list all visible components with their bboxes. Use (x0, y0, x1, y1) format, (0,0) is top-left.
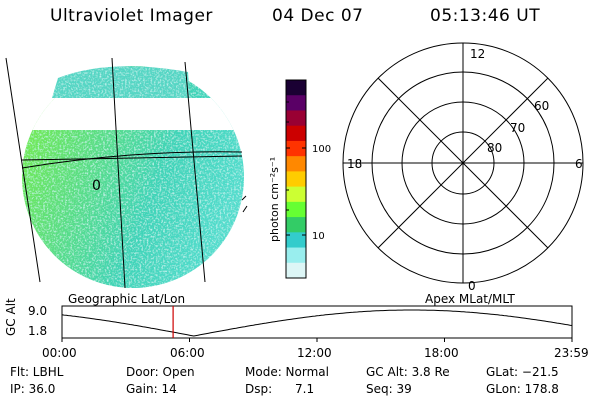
colorbar-tick-100: 100 (312, 144, 331, 155)
orbit-ylabel: GC Alt (4, 298, 18, 336)
colorbar-swatch (286, 95, 306, 111)
orbit-altitude-curve (61, 309, 573, 337)
colorbar-swatch (286, 171, 306, 188)
colorbar-tick-10: 10 (312, 231, 325, 242)
orbit-ytick-high: 9.0 (28, 304, 48, 318)
status-ip: IP: 36.0 (10, 382, 56, 396)
colorbar-swatch (286, 80, 306, 96)
colorbar-swatch (286, 125, 306, 142)
mlt-label-6: 6 (575, 157, 583, 171)
colorbar-swatch (286, 232, 306, 249)
orbit-xtick-2: 12:00 (297, 346, 332, 360)
orbit-ytick-low: 1.8 (28, 324, 48, 338)
time-label: 05:13:46 UT (430, 6, 541, 26)
map-grid-label: 0 (92, 178, 101, 194)
orbit-xtick-3: 18:00 (424, 346, 459, 360)
colorbar-swatch (286, 262, 306, 279)
status-mode: Mode: Normal (245, 365, 329, 379)
colorbar-swatch (286, 110, 306, 127)
orbit-plot (61, 305, 573, 342)
orbit-xtick-0: 00:00 (42, 346, 77, 360)
colorbar-swatch (286, 217, 306, 233)
instrument-title: Ultraviolet Imager (50, 6, 213, 26)
colorbar-unit-label: photon cm⁻²s⁻¹ (268, 157, 281, 242)
map-caption: Geographic Lat/Lon (68, 292, 186, 306)
colorbar-ticks (286, 101, 306, 236)
colorbar-swatch (286, 247, 306, 264)
status-door: Door: Open (126, 365, 195, 379)
geo-grid (5, 57, 243, 289)
status-seq: Seq: 39 (366, 382, 412, 396)
mlt-label-0: 0 (468, 279, 476, 293)
status-glat: GLat: −21.5 (486, 365, 559, 379)
mlt-label-18: 18 (347, 157, 362, 171)
colorbar (285, 79, 307, 279)
colorbar-swatch (286, 201, 306, 218)
colorbar-swatch (286, 156, 306, 172)
mlat-label-60: 60 (534, 99, 549, 113)
status-glon: GLon: 178.8 (486, 382, 559, 396)
mlt-label-12: 12 (470, 47, 485, 61)
colorbar-swatch (286, 186, 306, 203)
colorbar-swatch (286, 140, 306, 157)
mlat-label-80: 80 (487, 141, 502, 155)
status-flt: Flt: LBHL (10, 365, 64, 379)
colorbar-frame (285, 79, 307, 279)
orbit-xtick-4: 23:59 (554, 346, 589, 360)
orbit-frame (61, 305, 573, 339)
status-dsp: Dsp: 7.1 (245, 382, 315, 396)
orbit-xtick-1: 06:00 (170, 346, 205, 360)
status-gain: Gain: 14 (126, 382, 177, 396)
earth-image: 0 (5, 57, 248, 289)
polar-plot (342, 42, 584, 284)
mlat-label-70: 70 (510, 121, 525, 135)
status-gc-alt: GC Alt: 3.8 Re (366, 365, 450, 379)
date-label: 04 Dec 07 (272, 6, 364, 26)
polar-caption: Apex MLat/MLT (425, 292, 515, 306)
